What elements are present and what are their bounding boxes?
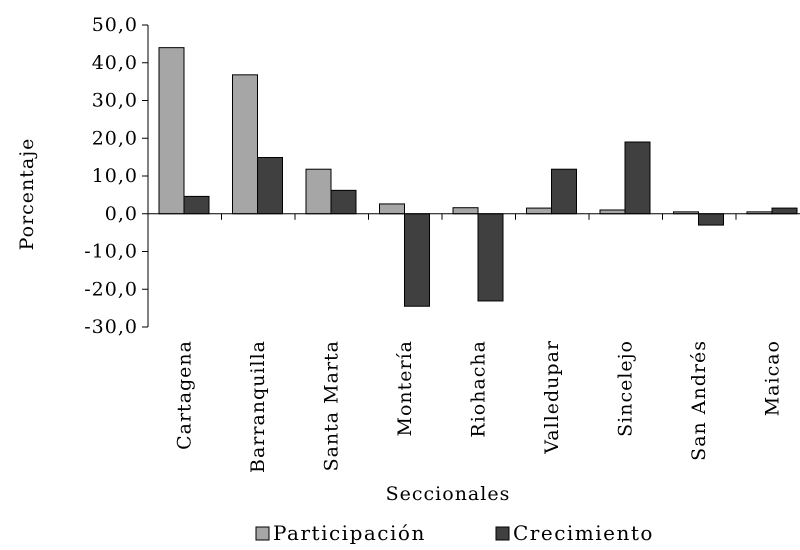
axes-group: 50,0 40,0 30,0 20,0 10,0 0,0 -10,0 -20,0 -30,0 Ca… (84, 14, 800, 473)
bar-crecimiento (477, 213, 504, 302)
bar-participacion (526, 207, 552, 215)
bar-crecimiento (183, 195, 210, 215)
x-category-label: Valledupar (541, 340, 563, 455)
bar-crecimiento (551, 168, 577, 215)
x-category-label: Sincelejo (615, 340, 637, 437)
bar-crecimiento (698, 213, 724, 226)
bar-crecimiento (404, 213, 430, 307)
legend-swatch (495, 526, 510, 541)
y-tick-label: -20,0 (84, 278, 138, 300)
x-category-label: Cartagena (174, 340, 196, 450)
legend-swatch (255, 526, 270, 541)
y-tick-label: 20,0 (92, 127, 138, 149)
bar-crecimiento (771, 207, 798, 215)
bar-participacion (232, 74, 258, 215)
bar-crecimiento (624, 141, 651, 215)
bar-participacion (158, 47, 185, 215)
y-tick-label: -30,0 (84, 316, 138, 338)
x-category-label: Maicao (762, 340, 784, 416)
x-category-label: Barranquilla (247, 340, 269, 473)
legend: Participación Crecimiento (255, 521, 654, 545)
y-tick-label: -10,0 (84, 241, 138, 263)
legend-label: Participación (273, 521, 426, 545)
y-tick-label: 50,0 (92, 14, 138, 36)
x-category-label: Montería (394, 340, 416, 437)
bar-participacion (452, 207, 479, 215)
bar-participacion (305, 168, 332, 215)
y-tick-label: 10,0 (92, 165, 138, 187)
bars-group (158, 47, 798, 307)
y-tick-label: 40,0 (92, 52, 138, 74)
bar-crecimiento (257, 157, 283, 215)
x-category-label: Santa Marta (321, 340, 343, 471)
bar-participacion (379, 203, 405, 215)
bar-participacion (599, 209, 626, 215)
x-category-label: Riohacha (468, 340, 490, 438)
y-tick-label: 0,0 (105, 203, 138, 225)
legend-label: Crecimiento (513, 521, 654, 545)
x-category-label: San Andrés (688, 340, 710, 461)
x-axis-title: Seccionales (386, 483, 511, 505)
y-tick-label: 30,0 (92, 90, 138, 112)
y-axis-title: Porcentaje (16, 138, 38, 251)
bar-crecimiento (330, 189, 357, 215)
